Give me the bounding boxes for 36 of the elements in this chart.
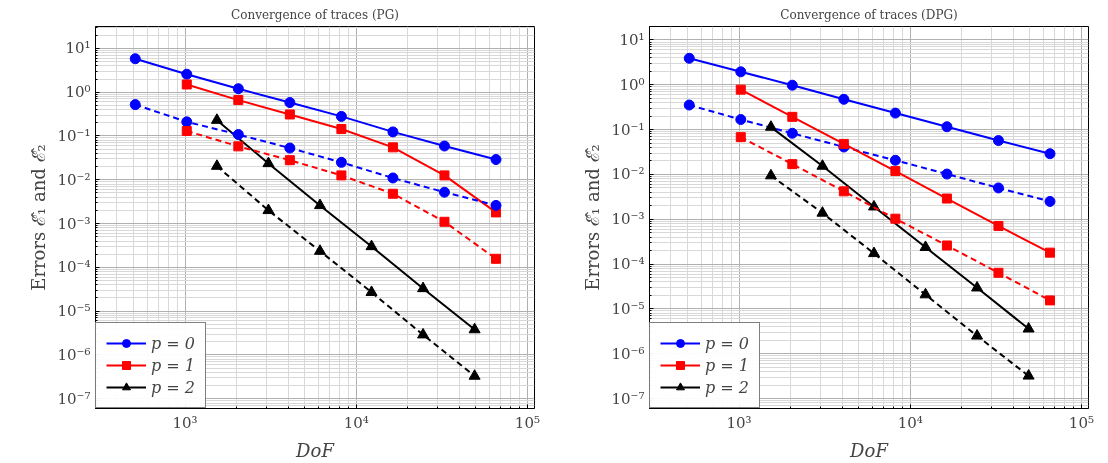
legend-label: p = 0 xyxy=(151,333,195,353)
y-tick-label: 10⁻² xyxy=(57,170,91,189)
x-tick-label: 10⁵ xyxy=(514,413,540,432)
legend-label: p = 2 xyxy=(705,377,749,397)
y-tick-label: 10⁻³ xyxy=(57,214,91,233)
y-tick-label: 10⁻⁵ xyxy=(611,299,645,318)
y-tick-label: 10¹ xyxy=(619,30,645,49)
y-tick-label: 10⁻⁷ xyxy=(611,389,645,408)
legend-label: p = 1 xyxy=(705,355,749,375)
legend-label: p = 1 xyxy=(151,355,195,375)
chart-title: Convergence of traces (PG) xyxy=(231,7,399,22)
y-tick-label: 10⁻⁴ xyxy=(611,255,645,274)
x-tick-label: 10⁴ xyxy=(343,413,369,432)
y-tick-label: 10¹ xyxy=(65,39,91,58)
y-tick-label: 10⁻³ xyxy=(611,210,645,229)
y-tick-label: 10⁻² xyxy=(611,165,645,184)
legend-label: p = 2 xyxy=(151,377,195,397)
x-tick-label: 10³ xyxy=(726,413,752,432)
y-axis-title: Errors ℰ̂₁ and ℰ̂₂ xyxy=(28,144,50,291)
chart-title: Convergence of traces (DPG) xyxy=(780,7,958,22)
x-axis-title: DoF xyxy=(849,439,890,461)
y-tick-label: 10⁻⁵ xyxy=(57,302,91,321)
x-tick-label: 10⁵ xyxy=(1068,413,1094,432)
y-tick-label: 10⁻¹ xyxy=(57,126,91,145)
x-tick-label: 10⁴ xyxy=(897,413,923,432)
y-tick-label: 10⁻⁶ xyxy=(57,345,91,364)
y-tick-label: 10⁰ xyxy=(619,75,645,94)
y-axis-title: Errors ℰ̂₁ and ℰ̂₂ xyxy=(582,144,604,291)
x-axis-title: DoF xyxy=(295,439,336,461)
y-tick-label: 10⁻¹ xyxy=(611,120,645,139)
y-tick-label: 10⁻⁷ xyxy=(57,389,91,408)
y-tick-label: 10⁻⁴ xyxy=(57,258,91,277)
x-tick-label: 10³ xyxy=(172,413,198,432)
y-tick-label: 10⁰ xyxy=(65,83,91,102)
legend-label: p = 0 xyxy=(705,333,749,353)
y-tick-label: 10⁻⁶ xyxy=(611,344,645,363)
